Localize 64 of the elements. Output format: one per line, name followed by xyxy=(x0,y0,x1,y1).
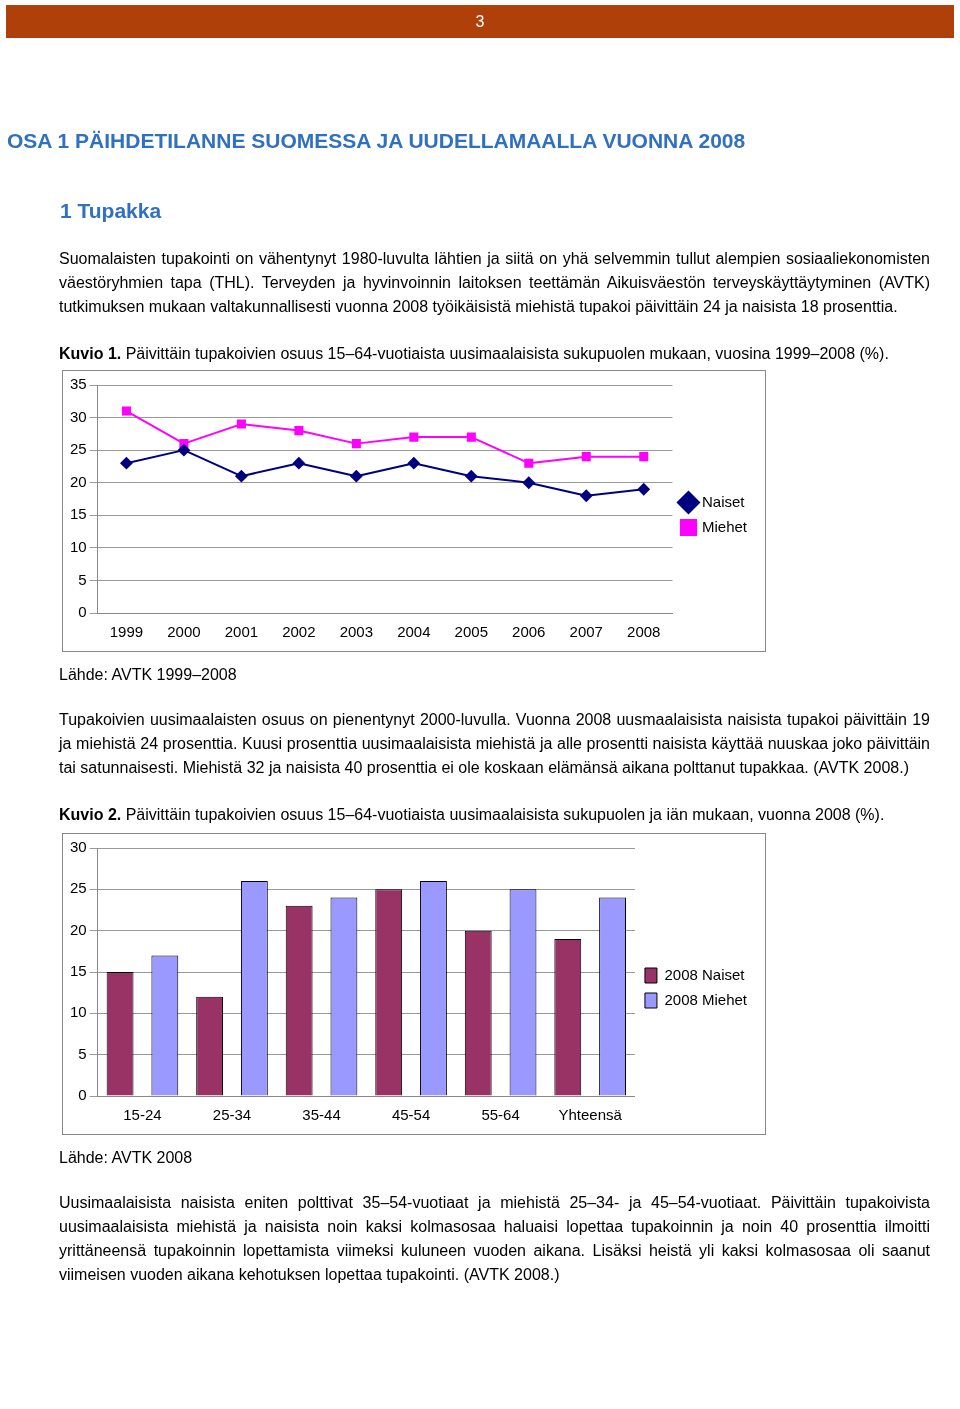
text: Lähde: AVTK 2008 xyxy=(59,1149,194,1167)
point xyxy=(407,457,420,470)
legend-label: 2008 Miehet xyxy=(664,990,748,1008)
y-tick-label: 5 xyxy=(78,570,87,588)
x-tick-label: 2002 xyxy=(282,623,316,641)
y-tick-label: 20 xyxy=(70,472,87,490)
point xyxy=(351,439,361,449)
point xyxy=(466,432,476,442)
text: Lähde: AVTK 1999–2008 xyxy=(59,666,238,684)
y-tick-label: 15 xyxy=(70,505,87,523)
point xyxy=(409,432,419,442)
text: 1 Tupakka xyxy=(60,199,163,223)
y-tick-label: 25 xyxy=(70,440,87,458)
legend-label: Naiset xyxy=(701,492,746,510)
x-tick-label: 25-34 xyxy=(212,1106,252,1124)
x-tick-label: 2007 xyxy=(569,623,603,641)
point xyxy=(292,457,305,470)
point xyxy=(294,426,304,436)
y-tick-label: 20 xyxy=(70,920,87,938)
y-tick-label: 0 xyxy=(78,1086,87,1104)
point xyxy=(580,489,593,502)
chart-title: Kuvio 1. Päivittäin tupakoivien osuus 15–64-vuotiaista uusimaalaisista sukupuolen mukaan, vuosina 1999–2008 (%). xyxy=(59,344,890,364)
x-tick-label: 15-24 xyxy=(123,1106,162,1124)
text: Tupakoivien uusimaalaisten osuus on pienentynyt 2000-luvulla. Vuonna 2008 uusmaalaisista naisista tupakoi päivittäin 19 ja miehistä 24 prosenttia. Kuusi prosenttia uusimaalaisista miehistä ja alle prosentti naisista käyttää nuuskaa joko päivittäin tai satunnaisesti. Miehistä 32 ja naisista 40 prosenttia ei ole koskaan elämänsä aikana polttanut tupakkaa. (AVTK 2008.) xyxy=(59,710,930,778)
point xyxy=(522,476,535,489)
point xyxy=(235,470,248,483)
y-tick-label: 35 xyxy=(70,375,87,393)
point xyxy=(177,444,190,457)
y-tick-label: 5 xyxy=(78,1044,87,1062)
x-tick-label: 55-64 xyxy=(481,1106,520,1124)
point xyxy=(350,470,363,483)
x-tick-label: 2001 xyxy=(224,623,259,641)
point xyxy=(465,470,478,483)
y-tick-label: 25 xyxy=(70,879,87,897)
x-tick-label: 2000 xyxy=(167,623,201,641)
x-tick-label: 2003 xyxy=(339,623,374,641)
y-tick-label: 10 xyxy=(70,538,87,555)
point xyxy=(637,483,650,496)
chart-title: Kuvio 2. Päivittäin tupakoivien osuus 15–64-vuotiaista uusimaalaisista sukupuolen ja iän mukaan, vuonna 2008 (%). xyxy=(59,805,886,825)
x-tick-label: 2004 xyxy=(397,623,431,641)
text: OSA 1 PÄIHDETILANNE SUOMESSA JA UUDELLAMAALLA VUONNA 2008 xyxy=(7,129,747,153)
x-tick-label: 1999 xyxy=(109,623,144,641)
point xyxy=(581,452,591,462)
text: Uusimaalaisista naisista eniten polttivat 35–54-vuotiaat ja miehistä 25–34- ja 45–54-vuotiaat. Päivittäin tupakoivista uusimaalaisista miehistä ja naisista noin kaksi kolmasosaa haluaisi lopettaa tupakoinnin ja noin 40 prosenttia ilmoitti yrittäneensä tupakoinnin lopettamista viimeksi kuluneen vuoden aikana. Lisäksi heistä yli kaksi kolmasosaa oli saanut viimeisen vuoden aikana kehotuksen lopettaa tupakointi. (AVTK 2008.) xyxy=(59,1193,930,1285)
x-tick-label: 2006 xyxy=(512,623,546,641)
y-tick-label: 0 xyxy=(78,603,87,621)
x-tick-label: 2005 xyxy=(454,623,488,641)
point xyxy=(524,458,534,468)
legend-label: Miehet xyxy=(701,517,748,535)
point xyxy=(121,406,131,416)
x-tick-label: 2008 xyxy=(627,623,661,641)
point xyxy=(120,457,133,470)
y-tick-label: 30 xyxy=(70,407,87,425)
text: Suomalaisten tupakointi on vähentynyt 1980-luvulta lähtien ja siitä on yhä selvemmin tullut alempien sosiaaliekonomisten väestöryhmien tapa (THL). Terveyden ja hyvinvoinnin laitoksen teettämän Aikuisväestön terveyskäyttäytyminen (AVTK) tutkimuksen mukaan valtakunnallisesti vuonna 2008 työikäisistä miehistä tupakoi päivittäin 24 ja naisista 18 prosenttia. xyxy=(59,249,930,317)
y-tick-label: 30 xyxy=(70,838,87,856)
y-tick-label: 10 xyxy=(70,1003,87,1021)
text: 3 xyxy=(6,5,954,38)
x-tick-label: 45-54 xyxy=(391,1106,431,1124)
x-tick-label: 35-44 xyxy=(302,1106,341,1124)
point xyxy=(236,419,246,429)
point xyxy=(639,452,649,462)
y-tick-label: 15 xyxy=(70,962,87,980)
legend-label: 2008 Naiset xyxy=(664,965,746,983)
x-tick-label: Yhteensä xyxy=(558,1106,623,1124)
